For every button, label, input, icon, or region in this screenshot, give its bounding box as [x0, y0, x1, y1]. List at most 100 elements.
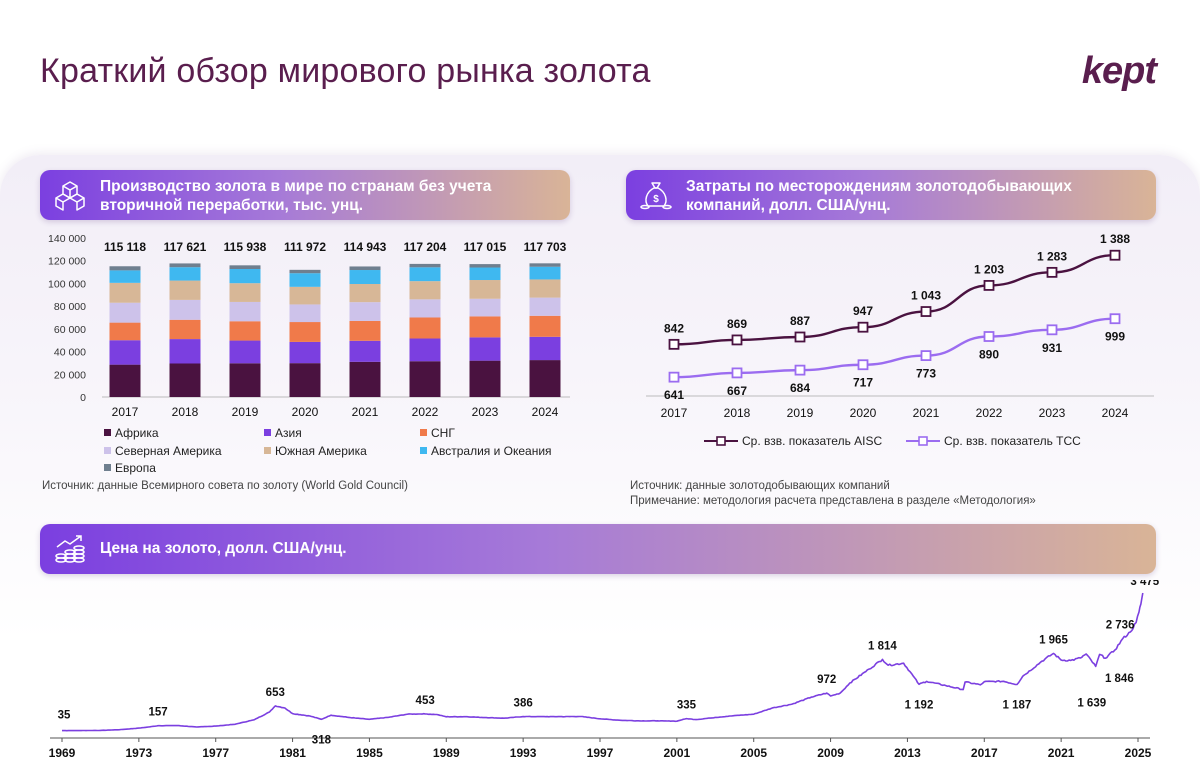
kept-logo: kept: [1081, 50, 1157, 92]
gold-price-line: [62, 592, 1144, 732]
bar-total-label: 115 118: [104, 240, 146, 254]
bar-segment-europe: [109, 266, 141, 271]
bar-segment-south_america: [169, 280, 201, 300]
x-tick-label: 2021: [352, 405, 379, 419]
x-tick-label: 2024: [1102, 406, 1129, 420]
y-tick-label: 140 000: [48, 233, 86, 245]
bar-total-label: 117 204: [404, 240, 447, 254]
x-tick-label: 1985: [356, 746, 383, 760]
x-tick-label: 2009: [817, 746, 844, 760]
x-tick-label: 2018: [172, 405, 199, 419]
data-label-aisc: 1 388: [1100, 232, 1130, 246]
data-label-aisc: 842: [664, 321, 684, 335]
data-label-aisc: 1 043: [911, 289, 941, 303]
bar-segment-asia: [409, 338, 441, 362]
costs-source-note: Источник: данные золотодобывающих компан…: [630, 480, 890, 492]
price-annotation-label: 386: [514, 698, 533, 710]
x-tick-label: 1977: [202, 746, 229, 760]
bar-total-label: 117 703: [524, 240, 567, 254]
price-annotation-label: 972: [817, 674, 836, 686]
bar-segment-africa: [289, 363, 321, 397]
y-tick-label: 40 000: [54, 347, 86, 359]
price-annotation-label: 1 187: [1003, 700, 1032, 712]
bar-segment-cis: [409, 317, 441, 339]
costs-section-title: Затраты по месторождениям золотодобывающ…: [686, 178, 1072, 214]
legend-label-north-america: Северная Америка: [115, 444, 222, 458]
bar-segment-australia: [409, 267, 441, 282]
bar-segment-africa: [109, 364, 141, 397]
data-marker-aisc: [983, 280, 995, 291]
y-tick-label: 0: [80, 392, 86, 404]
bar-segment-north_america: [229, 301, 261, 322]
legend-swatch-europe: [104, 464, 111, 471]
production-section-header: Производство золота в мире по странам бе…: [40, 170, 570, 220]
y-tick-label: 20 000: [54, 369, 86, 381]
legend-item-tcc: Ср. взв. показатель ТСС: [906, 434, 1081, 448]
price-section-header: Цена на золото, долл. США/унц.: [40, 524, 1156, 574]
y-tick-label: 120 000: [48, 256, 86, 268]
bar-segment-south_america: [109, 282, 141, 303]
legend-item-north-america: Северная Америка: [104, 444, 222, 458]
data-marker-tcc: [794, 364, 806, 376]
bar-segment-asia: [529, 336, 561, 361]
bar-total-label: 115 938: [224, 240, 267, 254]
x-tick-label: 1981: [279, 746, 306, 760]
price-annotation-label: 653: [266, 687, 285, 699]
bar-segment-north_america: [469, 298, 501, 317]
x-tick-label: 2017: [661, 406, 688, 420]
data-label-tcc: 684: [790, 381, 810, 395]
data-marker-tcc: [983, 331, 995, 342]
bar-segment-australia: [469, 267, 501, 281]
bar-segment-australia: [289, 273, 321, 287]
bar-segment-cis: [229, 321, 261, 341]
x-tick-label: 1969: [49, 746, 76, 760]
legend-swatch-africa: [104, 429, 111, 436]
bar-segment-europe: [289, 269, 321, 274]
money-bag-icon: $: [640, 182, 672, 210]
x-tick-label: 2001: [664, 746, 691, 760]
x-tick-label: 1973: [126, 746, 153, 760]
x-tick-label: 2013: [894, 746, 921, 760]
bar-segment-australia: [349, 270, 381, 284]
costs-line-chart: 2017 2018 2019 2020 2021 2022 2023 2024 842 869 88…: [646, 232, 1154, 420]
coins-growth-icon: [55, 535, 85, 563]
data-label-aisc: 947: [853, 304, 873, 318]
price-annotation-label: 3 475: [1130, 580, 1159, 588]
bar-segment-australia: [109, 270, 141, 283]
x-tick-label: 2019: [787, 406, 814, 420]
data-label-tcc: 890: [979, 348, 999, 362]
bar-segment-cis: [469, 316, 501, 338]
data-marker-aisc: [668, 338, 680, 350]
legend-label-africa: Африка: [115, 426, 159, 440]
data-marker-tcc: [731, 367, 743, 379]
bar-segment-south_america: [409, 281, 441, 300]
data-label-tcc: 641: [664, 388, 684, 402]
bar-segment-north_america: [409, 299, 441, 318]
price-annotation-label: 1 639: [1077, 697, 1106, 709]
bar-segment-north_america: [109, 302, 141, 323]
bar-segment-africa: [529, 360, 561, 397]
series-line-aisc: [673, 254, 1116, 346]
x-tick-label: 2020: [850, 406, 877, 420]
data-label-tcc: 931: [1042, 341, 1062, 355]
x-tick-label: 2020: [292, 405, 319, 419]
price-annotation-label: 35: [58, 710, 71, 722]
data-marker-tcc: [668, 371, 680, 383]
bar-segment-cis: [289, 322, 321, 342]
x-tick-label: 2022: [412, 405, 439, 419]
price-annotation-label: 335: [677, 700, 697, 712]
legend-swatch-australia: [420, 447, 427, 454]
legend-label-tcc: Ср. взв. показатель ТСС: [944, 434, 1081, 448]
price-annotation-label: 1 814: [868, 640, 897, 652]
bar-segment-asia: [169, 339, 201, 364]
bar-segment-south_america: [529, 279, 561, 298]
bar-segment-cis: [169, 319, 201, 340]
x-tick-label: 1989: [433, 746, 460, 760]
y-tick-label: 100 000: [48, 278, 86, 290]
bar-total-label: 117 015: [464, 240, 507, 254]
content-panel: [0, 155, 1200, 762]
legend-label-australia: Австралия и Океания: [431, 444, 552, 458]
bar-segment-south_america: [289, 286, 321, 305]
data-label-aisc: 887: [790, 314, 810, 328]
bar-segment-asia: [229, 340, 261, 364]
